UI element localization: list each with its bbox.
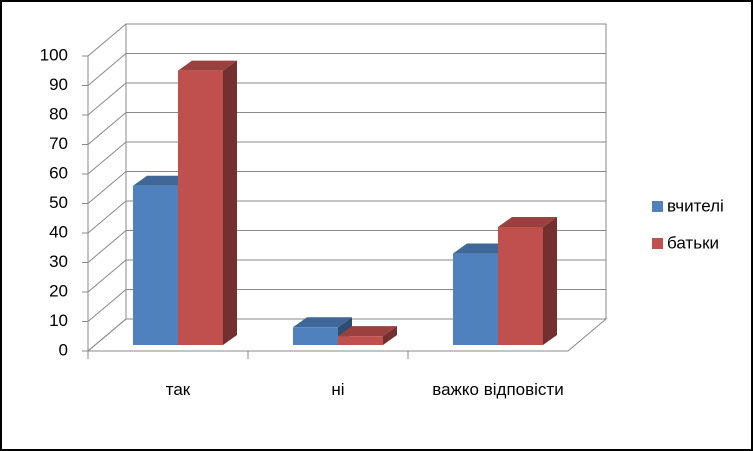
y-tick-label: 30	[49, 252, 68, 271]
grid-line	[87, 53, 606, 86]
y-tick-label: 70	[49, 134, 68, 153]
y-tick-label: 20	[49, 281, 68, 300]
bar	[133, 185, 178, 345]
x-tick-label: так	[165, 380, 191, 399]
bar-top	[293, 317, 352, 328]
grid-line	[87, 141, 606, 175]
y-tick-label: 0	[59, 340, 68, 359]
bar-top	[178, 60, 237, 71]
legend-swatch	[652, 201, 663, 212]
bar-top	[338, 326, 397, 337]
bar-side	[223, 60, 237, 346]
grid-line	[87, 171, 606, 204]
legend-label: батьки	[667, 233, 719, 252]
y-tick-label: 40	[49, 222, 68, 241]
x-tick-label: ні	[331, 380, 345, 399]
y-tick-label: 10	[49, 311, 68, 330]
bar	[178, 70, 223, 346]
legend-label: вчителі	[667, 196, 724, 215]
bar-top	[133, 175, 192, 186]
bar	[338, 336, 383, 345]
grid-line	[87, 289, 606, 322]
grid-line	[87, 82, 606, 116]
grid-line	[87, 23, 606, 57]
grid-line	[87, 318, 606, 352]
grid-line	[87, 200, 606, 234]
legend-swatch	[652, 238, 663, 249]
y-tick-label: 50	[49, 193, 68, 212]
bar	[453, 253, 498, 345]
bar-side	[543, 217, 557, 345]
y-tick-label: 90	[49, 75, 68, 94]
bar-top	[498, 217, 557, 227]
y-tick-label: 60	[49, 163, 68, 182]
grid-line	[87, 230, 606, 263]
grid-line	[87, 112, 606, 145]
bar-side	[383, 326, 397, 345]
x-tick-label: важко відповісти	[432, 380, 564, 399]
y-tick-label: 80	[49, 104, 68, 123]
grid-line	[87, 259, 606, 293]
bar	[498, 227, 543, 345]
y-tick-label: 100	[40, 45, 68, 64]
bar-top	[453, 243, 512, 254]
bar	[293, 327, 338, 345]
